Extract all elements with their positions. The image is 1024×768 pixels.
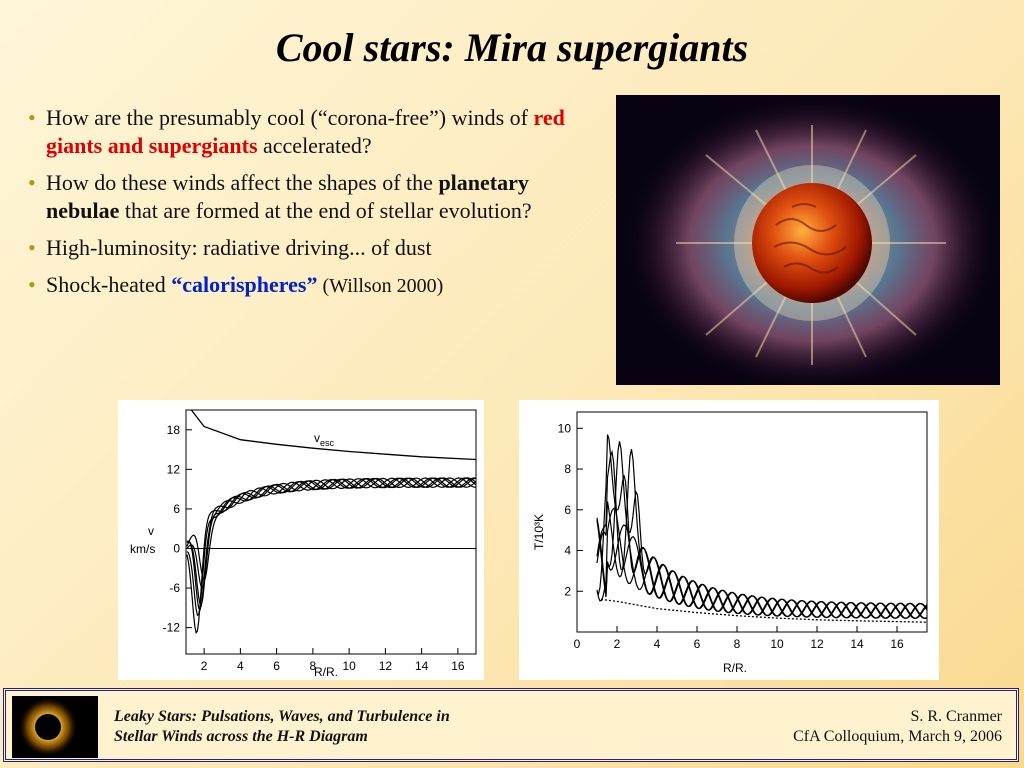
shock-curve bbox=[596, 449, 928, 619]
nebula-image bbox=[616, 93, 1002, 393]
bullet-list: • How are the presumably cool (“corona-f… bbox=[28, 104, 588, 309]
x-tick-label: 2 bbox=[614, 637, 621, 651]
vesc-text: v bbox=[314, 431, 320, 445]
x-tick-label: 2 bbox=[201, 659, 208, 673]
shock-curve bbox=[186, 477, 477, 606]
plot-frame bbox=[185, 409, 477, 655]
shock-curve bbox=[186, 477, 477, 589]
vesc-annotation: vesc bbox=[314, 431, 335, 448]
escape-velocity-line bbox=[190, 409, 477, 461]
bullet-dot: • bbox=[28, 235, 36, 260]
x-tick-label: 12 bbox=[379, 659, 393, 673]
footer-title-line2: Stellar Winds across the H-R Diagram bbox=[114, 728, 368, 745]
shock-curve bbox=[186, 477, 477, 635]
x-axis-label: R/R. bbox=[723, 661, 747, 675]
x-tick-label: 12 bbox=[810, 637, 824, 651]
footer-title-line1: Leaky Stars: Pulsations, Waves, and Turb… bbox=[114, 708, 450, 725]
highlight-planetary-nebulae: planetary nebulae bbox=[46, 170, 529, 223]
footer-venue: CfA Colloquium, March 9, 2006 bbox=[793, 728, 1002, 745]
bullet-dot: • bbox=[28, 272, 36, 297]
bullet-luminosity: • High-luminosity: radiative driving... … bbox=[28, 234, 588, 262]
vesc-subscript: esc bbox=[320, 438, 335, 448]
y-axis-label: T/10³K bbox=[532, 514, 546, 550]
x-tick-label: 16 bbox=[451, 659, 465, 673]
x-axis-label: R/R. bbox=[314, 665, 338, 679]
shock-curve bbox=[596, 449, 928, 619]
slide-title: Cool stars: Mira supergiants bbox=[275, 25, 749, 70]
eclipse-icon bbox=[18, 697, 78, 757]
nebula-illustration bbox=[622, 93, 1002, 393]
citation: (Willson 2000) bbox=[317, 275, 444, 297]
y-tick-label: 8 bbox=[564, 462, 571, 476]
x-tick-label: 0 bbox=[574, 637, 581, 651]
footer-author: S. R. Cranmer bbox=[910, 708, 1002, 725]
y-tick-label: 12 bbox=[167, 462, 181, 476]
y-tick-label: 6 bbox=[564, 503, 571, 517]
x-tick-label: 14 bbox=[850, 637, 864, 651]
x-tick-label: 10 bbox=[770, 637, 784, 651]
y-axis-label: v bbox=[148, 524, 154, 538]
y-axis-unit: km/s bbox=[130, 542, 155, 556]
bullet-text: How do these winds affect the shapes of … bbox=[46, 170, 439, 195]
x-tick-label: 8 bbox=[734, 637, 741, 651]
bullet-dot: • bbox=[28, 105, 36, 130]
temperature-chart: 0 2 4 6 8 10 12 14 16 2 4 6 8 10 T/10³K R/R. bbox=[532, 411, 928, 675]
y-tick-label: 2 bbox=[564, 584, 571, 598]
x-tick-label: 6 bbox=[694, 637, 701, 651]
y-tick-label: -6 bbox=[169, 581, 180, 595]
shock-curve bbox=[186, 477, 476, 612]
plot-frame bbox=[576, 411, 928, 633]
y-tick-label: 4 bbox=[564, 544, 571, 558]
radiative-equilibrium-line bbox=[600, 598, 928, 623]
x-tick-label: 4 bbox=[237, 659, 244, 673]
x-tick-label: 16 bbox=[890, 637, 904, 651]
x-tick-label: 6 bbox=[273, 659, 280, 673]
footer-talk-title: Leaky Stars: Pulsations, Waves, and Turb… bbox=[114, 707, 450, 747]
highlight-calorispheres: “calorispheres” bbox=[171, 272, 318, 297]
bullet-calorispheres: • Shock-heated “calorispheres” (Willson … bbox=[28, 271, 588, 300]
velocity-plot: 2 4 6 8 10 12 14 16 18 12 6 0 -6 -12 v km/s R/R. vesc bbox=[118, 400, 484, 680]
bullet-winds: • How are the presumably cool (“corona-f… bbox=[28, 104, 588, 160]
y-tick-label: 10 bbox=[558, 421, 572, 435]
footer-author-info: S. R. Cranmer CfA Colloquium, March 9, 2… bbox=[793, 707, 1002, 747]
y-tick-label: -12 bbox=[163, 621, 181, 635]
temperature-plot: 0 2 4 6 8 10 12 14 16 2 4 6 8 10 T/10³K R/R. bbox=[519, 400, 939, 680]
x-tick-label: 10 bbox=[342, 659, 356, 673]
highlight-red-giants: red giants and supergiants bbox=[46, 105, 565, 158]
y-tick-label: 0 bbox=[173, 541, 180, 555]
x-tick-label: 4 bbox=[654, 637, 661, 651]
bullet-text: High-luminosity: radiative driving... of… bbox=[46, 235, 432, 260]
y-tick-label: 6 bbox=[173, 502, 180, 516]
eclipse-logo bbox=[12, 696, 98, 758]
shock-curve bbox=[186, 477, 477, 582]
bullet-text: that are formed at the end of stellar ev… bbox=[119, 198, 532, 223]
bullet-text: accelerated? bbox=[257, 133, 372, 158]
bullet-dot: • bbox=[28, 170, 36, 195]
bullet-nebulae: • How do these winds affect the shapes o… bbox=[28, 169, 588, 225]
footer-bar: Leaky Stars: Pulsations, Waves, and Turb… bbox=[3, 688, 1019, 762]
x-tick-label: 14 bbox=[415, 659, 429, 673]
shock-curve bbox=[596, 490, 928, 619]
bullet-text: Shock-heated bbox=[46, 272, 172, 297]
x-tick-label: 8 bbox=[310, 659, 317, 673]
shock-curve bbox=[596, 475, 928, 620]
bullet-text: How are the presumably cool (“corona-fre… bbox=[46, 105, 534, 130]
y-tick-label: 18 bbox=[167, 423, 181, 437]
